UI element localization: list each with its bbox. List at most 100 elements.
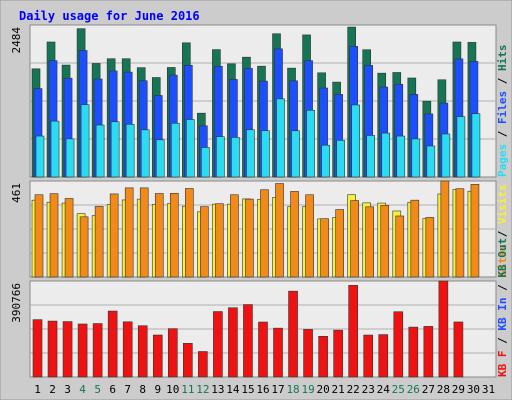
bar-pages — [336, 140, 345, 178]
x-tick-label: 24 — [377, 383, 391, 396]
bar-kbytes — [438, 280, 449, 378]
legend-label: Hits — [496, 45, 509, 72]
bar-sites — [380, 205, 390, 278]
bar-kbytes — [228, 307, 238, 378]
x-tick-label: 23 — [362, 383, 375, 396]
x-tick-label: 2 — [49, 383, 56, 396]
bar-sites — [200, 206, 209, 278]
bar-pages — [216, 136, 225, 178]
bar-pages — [35, 135, 45, 178]
x-tick-label: 5 — [94, 383, 101, 396]
bar-kbytes — [32, 319, 43, 378]
x-tick-label: 3 — [64, 383, 71, 396]
bar-pages — [170, 122, 180, 178]
bar-kbytes — [288, 290, 298, 378]
x-tick-label: 21 — [332, 383, 345, 396]
x-tick-label: 27 — [422, 383, 435, 396]
bar-kbytes — [333, 329, 343, 378]
legend-separator: / — [496, 124, 509, 144]
bar-sites — [230, 194, 239, 278]
bar-sites — [290, 191, 299, 278]
bar-pages — [396, 135, 406, 178]
legend-label: KB Out — [496, 238, 509, 278]
bar-sites — [470, 184, 480, 278]
bar-kbytes — [393, 311, 404, 378]
bar-kbytes — [213, 311, 223, 378]
bar-sites — [185, 188, 194, 278]
bar-kbytes — [453, 321, 464, 378]
x-tick-label: 7 — [124, 383, 131, 396]
x-tick-label: 4 — [79, 383, 86, 396]
bar-kbytes — [77, 323, 88, 378]
bar-kbytes — [92, 323, 103, 378]
bar-kbytes — [122, 321, 133, 378]
bar-sites — [260, 189, 269, 278]
chart-title: Daily usage for June 2016 — [19, 9, 200, 23]
bar-pages — [231, 137, 240, 178]
bar-kbytes — [363, 334, 374, 378]
x-tick-label: 9 — [154, 383, 161, 396]
bar-pages — [201, 147, 210, 178]
bar-kbytes — [243, 304, 253, 378]
bar-sites — [94, 206, 104, 278]
panel-hits: 2484 Pages / Files / Hits — [10, 24, 509, 178]
bar-pages — [366, 135, 376, 178]
bar-kbytes — [47, 320, 58, 378]
bar-sites — [64, 198, 74, 278]
bar-sites — [335, 209, 344, 278]
bar-pages — [291, 130, 300, 178]
legend-separator: / — [496, 278, 509, 298]
x-tick-label: 31 — [482, 383, 495, 396]
bar-pages — [441, 133, 451, 178]
x-tick-label: 18 — [286, 383, 299, 396]
bar-pages — [426, 145, 436, 178]
bar-kbytes — [408, 326, 419, 378]
bar-sites — [34, 194, 44, 278]
x-tick-label: 22 — [347, 383, 360, 396]
y-max-label: 390766 — [10, 283, 23, 323]
bar-pages — [65, 138, 75, 178]
bar-pages — [381, 132, 391, 178]
x-tick-label: 29 — [452, 383, 465, 396]
bar-sites — [49, 193, 59, 278]
bar-pages — [351, 104, 360, 178]
legend-label: Files — [496, 91, 509, 124]
bar-kbytes — [318, 336, 328, 378]
legend-label: KB In — [496, 298, 509, 331]
bar-kbytes — [273, 327, 283, 378]
bar-sites — [79, 216, 89, 278]
legend-separator: / — [496, 71, 509, 91]
bar-sites — [139, 187, 149, 278]
side-legend: Sites / Visits — [496, 184, 509, 277]
x-tick-label: 8 — [139, 383, 146, 396]
panel-kbytes: 390766 KB F / KB In / KB Out — [10, 238, 509, 378]
bar-pages — [140, 129, 150, 178]
bar-sites — [455, 188, 465, 278]
bar-pages — [261, 130, 270, 178]
x-tick-label: 14 — [226, 383, 240, 396]
bar-pages — [155, 139, 165, 178]
x-tick-label: 25 — [392, 383, 405, 396]
bar-kbytes — [107, 310, 118, 378]
bar-pages — [411, 138, 421, 178]
bar-kbytes — [167, 328, 178, 378]
bar-kbytes — [183, 343, 193, 378]
bar-sites — [275, 183, 284, 278]
bar-pages — [186, 119, 195, 178]
y-max-label: 2484 — [10, 27, 23, 54]
legend-label: Sites — [496, 244, 509, 277]
bar-pages — [80, 104, 90, 178]
legend-label: Visits — [496, 184, 509, 224]
bar-sites — [245, 198, 254, 278]
legend-label: Pages — [496, 144, 509, 177]
x-tick-label: 1 — [34, 383, 41, 396]
x-tick-label: 28 — [437, 383, 450, 396]
legend-separator: / — [496, 224, 509, 244]
bar-sites — [440, 180, 450, 278]
bar-sites — [305, 194, 314, 278]
bar-sites — [154, 193, 164, 278]
bar-pages — [246, 129, 255, 178]
bar-pages — [125, 124, 135, 178]
x-tick-label: 12 — [196, 383, 209, 396]
